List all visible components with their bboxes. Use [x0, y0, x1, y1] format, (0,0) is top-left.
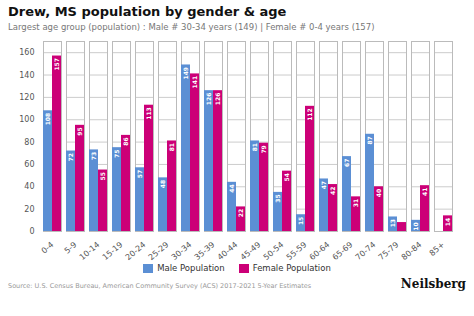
svg-text:113: 113 [145, 107, 152, 120]
svg-text:20-24: 20-24 [124, 240, 148, 261]
svg-text:100: 100 [19, 115, 34, 124]
svg-text:10: 10 [412, 222, 419, 230]
svg-text:80: 80 [24, 138, 34, 147]
svg-text:120: 120 [19, 93, 34, 102]
svg-text:79: 79 [260, 145, 267, 153]
svg-text:112: 112 [306, 108, 313, 121]
svg-text:20: 20 [24, 205, 34, 214]
svg-text:50-54: 50-54 [262, 240, 286, 261]
svg-text:31: 31 [352, 199, 359, 207]
svg-text:40: 40 [375, 189, 382, 197]
svg-text:140: 140 [19, 71, 34, 80]
svg-text:157: 157 [53, 58, 60, 71]
svg-text:5-9: 5-9 [63, 240, 79, 255]
svg-text:80-84: 80-84 [400, 240, 424, 261]
svg-text:86: 86 [122, 137, 129, 145]
svg-text:60: 60 [24, 160, 34, 169]
svg-text:57: 57 [136, 170, 143, 178]
svg-text:15-19: 15-19 [101, 240, 125, 261]
svg-text:35: 35 [274, 194, 281, 202]
svg-text:15: 15 [297, 217, 304, 225]
html-text:Source: U.S. Census Bureau, Am: Source: U.S. Census Bureau, American Com… [8, 282, 312, 290]
svg-text:95: 95 [76, 127, 83, 135]
svg-text:0: 0 [29, 227, 34, 236]
svg-text:47: 47 [320, 181, 327, 189]
svg-text:126: 126 [214, 93, 221, 106]
svg-text:67: 67 [343, 159, 350, 167]
svg-text:0-4: 0-4 [40, 240, 56, 255]
svg-text:73: 73 [90, 152, 97, 160]
svg-text:75-79: 75-79 [377, 240, 401, 261]
svg-text:44: 44 [228, 184, 235, 192]
svg-text:48: 48 [159, 180, 166, 188]
svg-text:25-29: 25-29 [147, 240, 171, 261]
svg-text:41: 41 [421, 188, 428, 196]
svg-text:85+: 85+ [428, 240, 447, 258]
svg-text:75: 75 [113, 150, 120, 158]
svg-text:141: 141 [191, 76, 198, 89]
svg-text:10-14: 10-14 [78, 240, 102, 261]
svg-text:65-69: 65-69 [331, 240, 355, 261]
svg-text:22: 22 [237, 209, 244, 217]
svg-text:45-49: 45-49 [239, 240, 263, 261]
svg-text:30-34: 30-34 [170, 240, 194, 261]
html-text:Male Population: Male Population [157, 263, 225, 273]
svg-text:40: 40 [24, 182, 34, 191]
svg-text:87: 87 [366, 136, 373, 144]
svg-text:40-44: 40-44 [216, 240, 240, 261]
html-text:Drew, MS population by gender: Drew, MS population by gender & age [8, 4, 287, 19]
svg-text:160: 160 [19, 48, 34, 57]
svg-text:35-39: 35-39 [193, 240, 217, 261]
svg-text:126: 126 [205, 93, 212, 106]
svg-text:81: 81 [168, 143, 175, 151]
svg-text:13: 13 [389, 219, 396, 227]
svg-text:14: 14 [444, 218, 451, 226]
html-text:Largest age group (population): Largest age group (population) : Male # … [8, 22, 375, 32]
svg-text:81: 81 [251, 143, 258, 151]
svg-text:42: 42 [329, 187, 336, 195]
svg-text:149: 149 [182, 67, 189, 80]
svg-text:55-59: 55-59 [285, 240, 309, 261]
svg-text:54: 54 [283, 173, 290, 181]
svg-text:72: 72 [67, 153, 74, 161]
html-text:Neilsberg: Neilsberg [400, 277, 466, 291]
svg-text:70-74: 70-74 [354, 240, 378, 261]
svg-text:108: 108 [44, 113, 51, 126]
svg-text:55: 55 [99, 172, 106, 180]
html-text:Female Population: Female Population [252, 263, 331, 273]
svg-text:60-64: 60-64 [308, 240, 332, 261]
